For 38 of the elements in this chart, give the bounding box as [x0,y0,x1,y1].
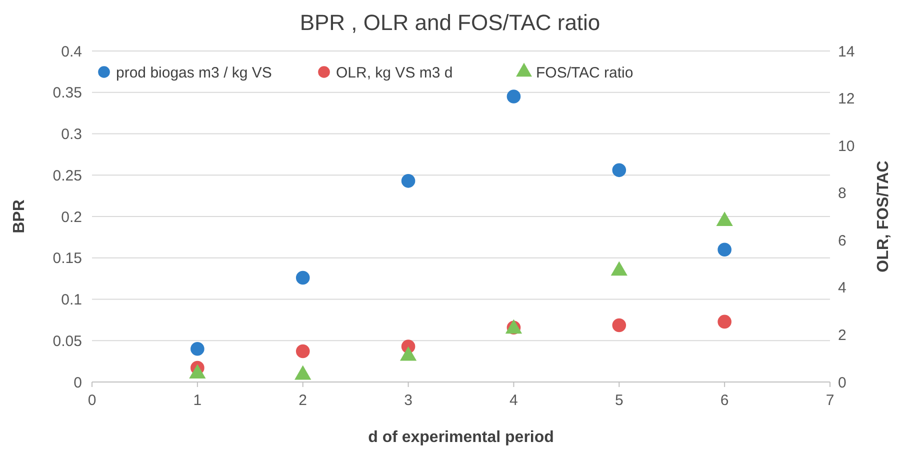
y2-tick-label: 12 [838,90,855,108]
y-tick-label: 0.1 [61,292,82,308]
y-tick-label: 0.3 [61,126,82,143]
point [401,174,416,188]
x-tick-label: 3 [404,392,412,409]
legend-label: OLR, kg VS m3 d [336,64,453,82]
y2-tick-label: 4 [838,280,846,297]
x-tick-label: 7 [826,392,834,409]
y-tick-label: 0.15 [52,250,82,268]
y2-axis-title: OLR, FOS/TAC [875,160,892,272]
legend-label: prod biogas m3 / kg VS [116,64,272,82]
point [612,163,626,178]
point [718,242,732,256]
x-tick-label: 5 [614,392,624,409]
point [506,90,521,104]
y-tick-label: 0.35 [52,84,82,102]
x-tick-label: 2 [298,392,308,409]
point [296,270,310,285]
x-axis-title: d of experimental period [368,429,554,446]
y-axis-title: BPR [11,199,28,234]
y-tick-label: 0.25 [52,167,82,184]
y2-tick-label: 6 [838,232,846,250]
legend-label: FOS/TAC ratio [536,64,634,82]
y-tick-label: 0.2 [61,208,82,226]
y-tick-label: 0.05 [52,332,82,350]
y2-tick-label: 10 [838,138,855,155]
y2-tick-label: 0 [838,374,846,392]
x-tick-label: 1 [193,392,202,409]
x-tick-label: 0 [88,392,96,409]
chart-title: BPR , OLR and FOS/TAC ratio [300,10,600,35]
point [190,342,204,356]
x-tick-label: 4 [510,392,518,409]
y2-tick-label: 8 [838,185,846,202]
y-tick-label: 0.4 [61,43,82,60]
y-tick-label: 0 [74,374,82,392]
y2-tick-label: 14 [838,43,855,60]
x-tick-label: 6 [720,392,729,409]
y2-tick-label: 2 [838,326,846,344]
